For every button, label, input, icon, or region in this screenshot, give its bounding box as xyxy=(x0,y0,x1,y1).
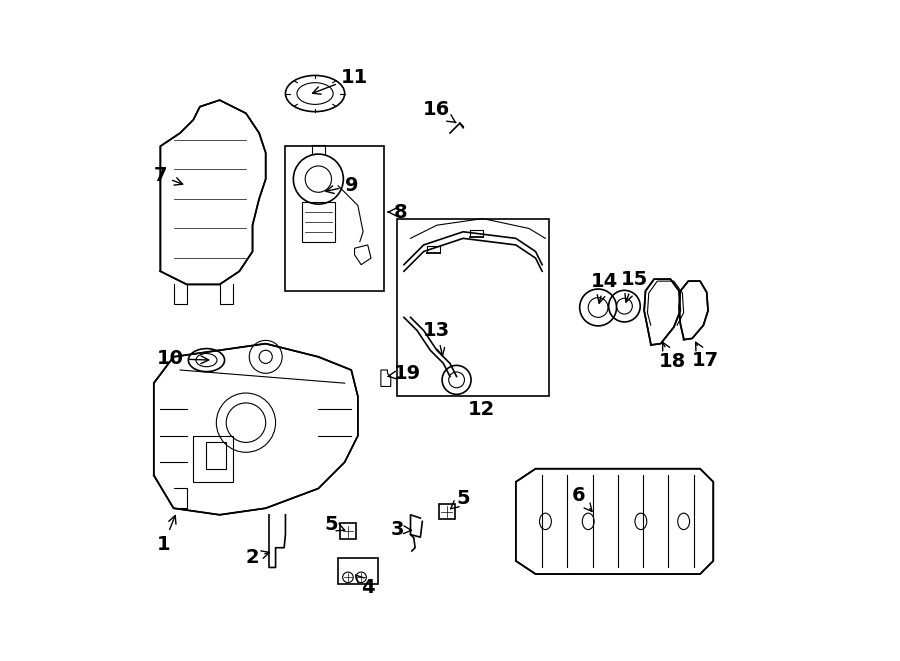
Bar xyxy=(338,558,378,584)
Bar xyxy=(285,146,384,291)
Polygon shape xyxy=(160,100,266,284)
Text: 4: 4 xyxy=(356,575,374,597)
Polygon shape xyxy=(355,245,371,264)
Bar xyxy=(194,436,233,482)
Text: 8: 8 xyxy=(388,202,408,221)
Text: 11: 11 xyxy=(312,67,368,94)
Bar xyxy=(397,219,549,397)
Text: 14: 14 xyxy=(591,272,618,303)
Bar xyxy=(439,504,454,520)
Polygon shape xyxy=(644,279,680,345)
Text: 16: 16 xyxy=(423,100,455,122)
Bar xyxy=(302,202,335,242)
Text: 12: 12 xyxy=(468,400,495,419)
Text: 5: 5 xyxy=(451,489,470,509)
Text: 5: 5 xyxy=(325,515,345,534)
Text: 19: 19 xyxy=(388,364,421,383)
Polygon shape xyxy=(154,344,358,515)
Polygon shape xyxy=(381,370,391,387)
Bar xyxy=(340,524,356,539)
Text: 2: 2 xyxy=(246,548,269,567)
Text: 17: 17 xyxy=(692,342,719,369)
Bar xyxy=(206,442,226,469)
Text: 7: 7 xyxy=(154,167,183,185)
Text: 1: 1 xyxy=(157,516,176,554)
Text: 3: 3 xyxy=(391,520,411,539)
Text: 13: 13 xyxy=(423,321,450,356)
Text: 9: 9 xyxy=(326,176,358,195)
Text: 18: 18 xyxy=(659,342,686,371)
Polygon shape xyxy=(680,281,708,340)
Text: 10: 10 xyxy=(157,349,209,368)
Text: 6: 6 xyxy=(572,486,592,512)
Text: 15: 15 xyxy=(621,270,648,302)
Polygon shape xyxy=(516,469,714,574)
